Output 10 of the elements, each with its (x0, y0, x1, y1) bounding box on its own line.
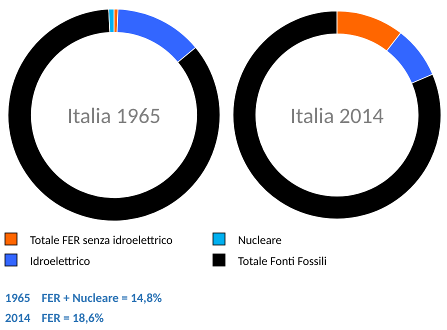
text: Italia 2014 (290, 102, 384, 129)
legend-label: Totale FER senza idroelettrico (30, 234, 173, 248)
legend-label: Totale Fonti Fossili (238, 255, 328, 269)
legend-label: Idroelettrico (30, 255, 90, 269)
donut-slice (232, 10, 442, 220)
text: 1965 FER + Nucleare = 14,8% (5, 291, 162, 306)
text: Italia 1965 (67, 102, 161, 129)
legend-label: Nucleare (238, 234, 282, 248)
text: 2014 FER = 18,6% (5, 311, 104, 326)
donut-slice (8, 8, 220, 222)
